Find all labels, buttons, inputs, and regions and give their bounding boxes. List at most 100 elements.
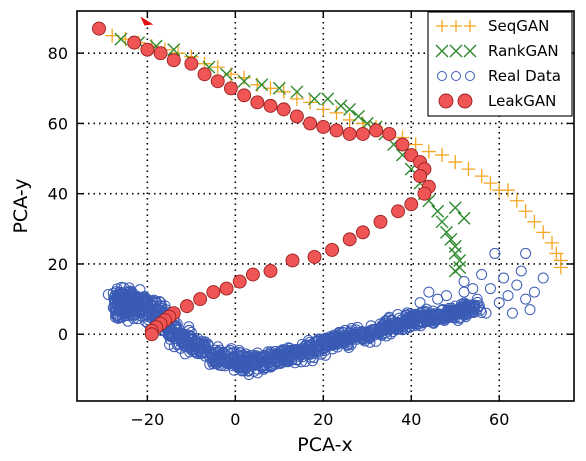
data-point <box>210 356 222 368</box>
data-point <box>428 308 440 320</box>
data-point <box>226 358 238 370</box>
data-point <box>140 42 155 57</box>
data-point <box>197 67 212 82</box>
data-point <box>439 225 453 239</box>
y-tick-label: 60 <box>48 114 68 133</box>
data-point <box>289 109 304 124</box>
data-point <box>553 260 568 275</box>
data-point <box>225 343 237 355</box>
data-point <box>483 176 498 191</box>
data-point <box>210 74 225 89</box>
data-point <box>326 333 338 345</box>
data-point <box>419 307 431 319</box>
data-point <box>448 264 462 278</box>
data-point <box>250 95 265 110</box>
y-tick-label: 40 <box>48 185 68 204</box>
x-tick-label: 0 <box>230 410 240 429</box>
data-point <box>256 351 268 363</box>
data-point <box>435 148 450 163</box>
data-point <box>432 293 444 305</box>
data-point <box>448 201 462 215</box>
data-point <box>435 215 449 229</box>
data-point <box>423 286 435 298</box>
data-point <box>166 53 181 68</box>
data-point <box>506 307 518 319</box>
data-point <box>360 329 372 341</box>
data-point <box>179 333 191 345</box>
data-point <box>337 326 349 338</box>
data-point <box>391 204 406 219</box>
data-point <box>122 296 134 308</box>
data-point <box>269 350 281 362</box>
data-point <box>363 325 375 337</box>
data-point <box>92 21 106 36</box>
data-point <box>511 279 523 291</box>
data-point <box>457 211 471 225</box>
data-point <box>180 299 194 314</box>
data-point <box>196 347 208 359</box>
legend-marker <box>437 71 447 81</box>
data-point <box>382 127 397 141</box>
data-point <box>237 70 252 85</box>
data-point <box>498 272 510 284</box>
data-point <box>518 204 533 219</box>
data-point <box>321 92 335 106</box>
data-point <box>343 102 357 116</box>
data-point <box>363 331 375 343</box>
data-point <box>480 307 492 319</box>
data-point <box>221 357 233 369</box>
data-point <box>295 356 307 368</box>
data-point <box>458 305 470 317</box>
data-point <box>167 43 181 57</box>
data-point <box>414 297 426 309</box>
y-axis-title: PCA-y <box>10 178 32 233</box>
data-point <box>448 239 462 253</box>
y-tick-label: 80 <box>48 44 68 63</box>
data-point <box>308 346 320 358</box>
data-point <box>325 242 340 257</box>
legend-marker <box>450 20 462 32</box>
legend-entry: Real Data <box>437 67 561 85</box>
data-point <box>537 272 549 284</box>
data-point <box>355 225 370 240</box>
data-point <box>390 320 402 332</box>
data-point <box>185 331 197 343</box>
data-point <box>395 137 410 152</box>
data-point <box>248 365 260 377</box>
data-point <box>281 351 293 363</box>
data-point <box>515 265 527 277</box>
data-point <box>448 155 463 170</box>
data-point <box>237 88 252 103</box>
x-tick-label: −20 <box>130 410 164 429</box>
x-tick-label: 20 <box>313 410 333 429</box>
x-axis-title: PCA-x <box>297 434 352 456</box>
data-point <box>202 339 214 351</box>
legend-marker <box>463 44 477 58</box>
data-point <box>369 123 384 138</box>
data-point <box>255 78 269 92</box>
data-point <box>263 264 278 278</box>
data-point <box>308 92 321 106</box>
data-point <box>509 193 524 208</box>
data-point <box>408 137 423 152</box>
legend-label: SeqGAN <box>488 17 549 35</box>
trajectory-start-arrow <box>140 16 154 26</box>
data-point <box>316 119 331 134</box>
data-point <box>155 300 167 312</box>
x-tick-label: 60 <box>489 410 509 429</box>
data-point <box>464 299 476 311</box>
data-point <box>153 46 168 61</box>
legend-marker <box>436 20 448 32</box>
data-point <box>476 269 488 281</box>
data-point <box>448 246 462 260</box>
data-point <box>461 162 476 177</box>
legend-entry: LeakGAN <box>438 92 556 110</box>
data-point <box>520 293 532 305</box>
data-point <box>238 356 250 368</box>
data-point <box>436 310 448 322</box>
legend-marker <box>438 93 454 109</box>
data-point <box>342 127 357 141</box>
data-point <box>272 81 286 95</box>
data-point <box>549 246 564 261</box>
data-point <box>109 296 121 308</box>
